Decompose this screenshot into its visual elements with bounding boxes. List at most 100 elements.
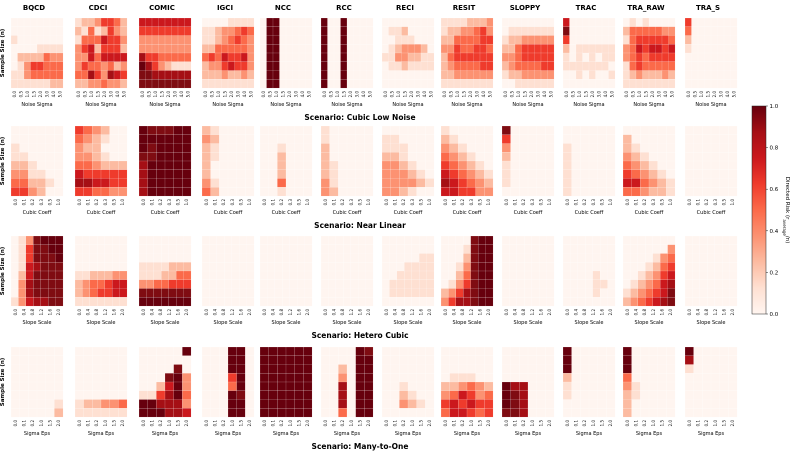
heatmap-cell (640, 160, 650, 170)
heatmap-cell (536, 390, 546, 400)
heatmap-cell (100, 390, 110, 400)
heatmap-cell (419, 297, 427, 307)
heatmap-cell (346, 152, 356, 162)
heatmap-cell (521, 52, 529, 62)
heatmap-cell (606, 152, 616, 162)
heatmap-cell (514, 44, 522, 54)
xlabel: Noise Sigma (573, 102, 604, 108)
tick-label: 0.4 (332, 309, 337, 316)
heatmap-cell (97, 235, 105, 245)
heatmap-cell (420, 35, 428, 45)
heatmap-cell (259, 346, 269, 356)
colorbar-label-sub: average (783, 219, 788, 236)
heatmap-cell (10, 44, 18, 54)
heatmap-cell (104, 297, 113, 307)
heatmap-cell (546, 262, 555, 272)
heatmap-cell (54, 187, 64, 197)
tick-label: 2.0 (366, 420, 371, 427)
heatmap-cell (120, 61, 128, 71)
heatmap-cell (100, 355, 110, 365)
heatmap-cell (640, 125, 650, 135)
tick-label: 4.0 (542, 91, 547, 98)
heatmap-cell (666, 187, 676, 197)
heatmap-cell (684, 160, 694, 170)
heatmap-cell (289, 288, 298, 298)
heatmap-cell (631, 178, 641, 188)
heatmap-cell (49, 35, 57, 45)
heatmap-cell (381, 125, 391, 135)
tick-label: 1.2 (167, 309, 172, 316)
heatmap-cell (303, 408, 313, 418)
heatmap-cell (119, 288, 128, 298)
heatmap-cell (652, 253, 661, 263)
tick-label: 1.0 (274, 91, 279, 98)
heatmap-cell (359, 70, 367, 80)
tick-label: 0.1 (452, 199, 457, 206)
heatmap-cell (355, 134, 365, 144)
heatmap-cell (329, 178, 339, 188)
tick-label: 0.1 (696, 420, 701, 427)
heatmap-cell (396, 297, 405, 307)
heatmap-cell (48, 244, 56, 254)
heatmap-cell (571, 355, 581, 365)
heatmap-cell (425, 399, 435, 409)
heatmap-cell (327, 26, 335, 36)
tick-label: 0.5 (146, 91, 151, 98)
heatmap-cell (416, 134, 426, 144)
heatmap-cell (227, 125, 237, 135)
tick-label: 1.2 (469, 309, 474, 316)
heatmap-cell (702, 346, 712, 356)
xlabel: Noise Sigma (149, 102, 180, 108)
heatmap-cell (219, 160, 229, 170)
colorbar-tick-label: 0.4 (770, 229, 779, 235)
heatmap-cell (562, 288, 571, 298)
heatmap-cell (648, 373, 658, 383)
heatmap-cell (320, 235, 329, 245)
heatmap-cell (10, 187, 20, 197)
tick-label: 0.3 (39, 199, 44, 206)
tick-label: 0.0 (565, 199, 570, 206)
heatmap-cell (691, 17, 699, 27)
tick-label: 1.0 (713, 420, 718, 427)
heatmap-cell (109, 125, 119, 135)
heatmap-cell (92, 187, 102, 197)
heatmap-cell (419, 279, 427, 289)
heatmap-cell (184, 70, 192, 80)
tick-label: 0.4 (574, 309, 579, 316)
heatmap-cell (622, 373, 632, 383)
heatmap-cell (118, 355, 128, 365)
heatmap-cell (427, 26, 435, 36)
heatmap-cell (231, 288, 240, 298)
tick-label: 0.0 (504, 199, 509, 206)
heatmap-cell (693, 178, 703, 188)
heatmap-cell (527, 364, 537, 374)
heatmap-cell (240, 61, 248, 71)
heatmap-cell (201, 17, 209, 27)
heatmap-cell (607, 253, 616, 263)
heatmap-cell (531, 288, 540, 298)
heatmap-cell (161, 279, 169, 289)
heatmap-cell (285, 26, 293, 36)
heatmap-cell (327, 70, 335, 80)
heatmap-cell (466, 364, 476, 374)
heatmap-cell (440, 169, 450, 179)
heatmap-cell (404, 270, 412, 280)
heatmap-cell (55, 288, 64, 298)
heatmap-cell (36, 346, 46, 356)
heatmap-cell (289, 270, 298, 280)
heatmap-cell (104, 279, 113, 289)
heatmap-cell (440, 408, 450, 418)
heatmap-cell (168, 270, 177, 280)
heatmap-cell (266, 79, 274, 89)
heatmap-cell (458, 143, 468, 153)
heatmap-cell (501, 364, 511, 374)
heatmap-cell (74, 61, 82, 71)
heatmap-cell (710, 17, 718, 27)
heatmap-cell (693, 390, 703, 400)
heatmap-cell (486, 52, 494, 62)
heatmap-cell (285, 52, 293, 62)
heatmap-cell (182, 125, 192, 135)
heatmap-cell (239, 279, 247, 289)
heatmap-cell (43, 26, 51, 36)
